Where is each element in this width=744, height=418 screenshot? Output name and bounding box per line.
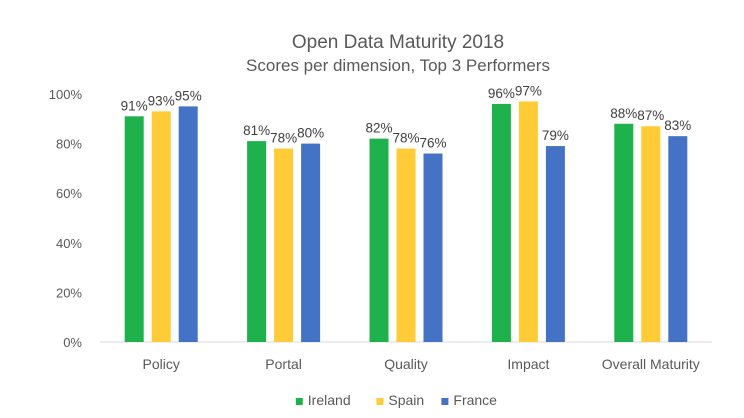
bar-ireland-policy [124,116,144,342]
bar-france-portal [301,143,321,342]
chart-title: Open Data Maturity 2018 [292,32,504,53]
y-tick-label: 20% [56,285,82,300]
data-label: 82% [365,121,392,136]
legend-swatch-france [441,398,449,405]
data-label: 88% [610,106,637,121]
bar-ireland-overall-maturity [614,123,634,342]
chart-subtitle: Scores per dimension, Top 3 Performers [246,56,550,75]
bar-ireland-impact [491,103,511,342]
data-labels: 91% 93% 95%81% 78% 80% 82%78% 76%96% 97%79%88% 8… [121,83,692,150]
x-axis-labels: Policy Portal Quality Impact Overall Maturit… [143,356,700,372]
y-tick-label: 80% [56,137,82,152]
x-category-label: Quality [384,356,428,372]
legend-label-ireland: Ireland [308,392,351,408]
legend: Ireland Spain France [295,392,497,408]
bar-spain-overall-maturity [641,126,661,343]
bar-spain-impact [518,101,538,342]
bar-spain-quality [396,148,416,342]
y-axis: 0% 20% 40% 60% 80% 100% [49,87,83,350]
x-category-label: Impact [507,356,549,372]
x-category-label: Overall Maturity [602,356,700,372]
data-label: 76% [419,136,446,151]
data-label: 80% [297,126,324,141]
data-label: 79% [542,128,569,143]
data-label: 78% [270,131,297,146]
legend-swatch-ireland [295,398,303,405]
bar-spain-portal [274,148,294,342]
x-category-label: Policy [143,356,180,372]
legend-label-france: France [453,392,497,408]
bar-france-policy [178,106,198,343]
bar-ireland-quality [369,138,389,342]
y-tick-label: 100% [49,87,83,102]
legend-swatch-spain [376,398,384,405]
bars [124,101,688,343]
bar-france-impact [545,146,565,342]
legend-label-spain: Spain [388,392,424,408]
x-category-label: Portal [265,356,302,372]
y-tick-label: 0% [63,335,82,350]
data-label: 78% [392,131,419,146]
data-label: 81% [243,123,270,138]
y-tick-label: 60% [56,186,82,201]
data-label: 96% [488,86,515,101]
bar-spain-policy [151,111,171,342]
bar-ireland-portal [247,141,267,342]
data-label: 91% [121,98,148,113]
data-label: 87% [637,108,664,123]
data-label: 83% [664,118,691,133]
data-label: 97% [515,83,542,98]
data-label: 93% [148,93,175,108]
bar-france-overall-maturity [668,136,688,342]
data-label: 95% [175,88,202,103]
bar-france-quality [423,153,443,342]
y-tick-label: 40% [56,236,82,251]
